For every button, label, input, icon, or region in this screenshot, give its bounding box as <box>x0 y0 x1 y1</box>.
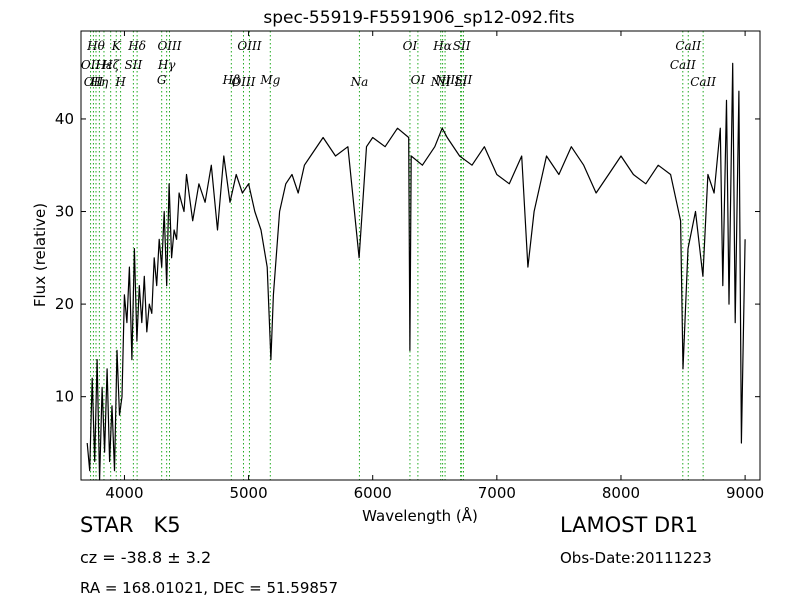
marker-label-0: OII <box>81 58 101 72</box>
emission-line-markers <box>90 31 704 480</box>
marker-label-1: OII <box>84 75 104 89</box>
marker-label-21: Hα <box>432 39 452 53</box>
marker-label-24: SII <box>453 39 471 53</box>
observation-date: Obs-Date:20111223 <box>560 549 712 567</box>
marker-label-11: Hγ <box>157 58 176 72</box>
marker-label-20: NII <box>430 75 451 89</box>
marker-label-5: Hζ <box>101 58 120 72</box>
marker-label-10: G <box>157 73 167 87</box>
marker-label-2: Hθ <box>86 39 105 53</box>
marker-label-4: Hε <box>95 58 113 72</box>
sky-coordinates: RA = 168.01021, DEC = 51.59857 <box>80 579 339 597</box>
survey-name: LAMOST DR1 <box>560 513 699 537</box>
marker-label-8: SII <box>125 58 143 72</box>
x-tick-label-4: 8000 <box>602 484 640 502</box>
emission-line-labels: OIIOIIHθHηHεHζKHSIIHδGHγOIIIHβOIIIOIIIMg… <box>81 39 716 89</box>
marker-label-14: OIII <box>231 75 255 89</box>
y-tick-label-3: 40 <box>55 110 74 128</box>
spectrum-line-0 <box>86 62 746 481</box>
y-axis-label: Flux (relative) <box>31 203 49 307</box>
x-tick-label-1: 5000 <box>229 484 267 502</box>
spectrum-plot <box>86 62 746 481</box>
marker-label-16: Mg <box>259 73 280 87</box>
x-tick-label-0: 4000 <box>105 484 143 502</box>
y-tick-label-0: 10 <box>55 388 74 406</box>
marker-label-13: Hβ <box>222 73 240 87</box>
marker-label-7: H <box>114 75 126 89</box>
marker-label-19: OI <box>411 73 426 87</box>
x-tick-label-3: 7000 <box>478 484 516 502</box>
marker-label-25: SII <box>455 73 473 87</box>
y-tick-label-2: 30 <box>55 203 74 221</box>
marker-label-9: Hδ <box>127 39 146 53</box>
chart-title: spec-55919-F5591906_sp12-092.fits <box>263 8 574 28</box>
marker-label-28: CaII <box>690 75 716 89</box>
spectral-class: STAR K5 <box>80 513 181 537</box>
marker-label-23: Li <box>454 75 467 89</box>
marker-label-27: CaII <box>675 39 701 53</box>
marker-label-12: OIII <box>157 39 181 53</box>
marker-label-22: NII <box>434 73 455 87</box>
marker-label-15: OIII <box>237 39 261 53</box>
marker-label-26: CaII <box>670 58 696 72</box>
y-tick-label-1: 20 <box>55 295 74 313</box>
x-tick-label-5: 9000 <box>726 484 764 502</box>
marker-label-6: K <box>111 39 122 53</box>
object-subclass: K5 <box>153 513 181 537</box>
x-axis-label: Wavelength (Å) <box>362 506 478 525</box>
marker-label-18: OI <box>403 39 418 53</box>
marker-label-3: Hη <box>90 75 109 89</box>
x-tick-label-2: 6000 <box>354 484 392 502</box>
redshift-cz: cz = -38.8 ± 3.2 <box>80 548 212 567</box>
object-class: STAR <box>80 513 134 537</box>
plot-frame <box>80 30 761 481</box>
marker-label-17: Na <box>350 75 369 89</box>
axis-ticks: 4000 5000 6000 7000 8000 9000 10 20 30 40 <box>55 31 764 502</box>
